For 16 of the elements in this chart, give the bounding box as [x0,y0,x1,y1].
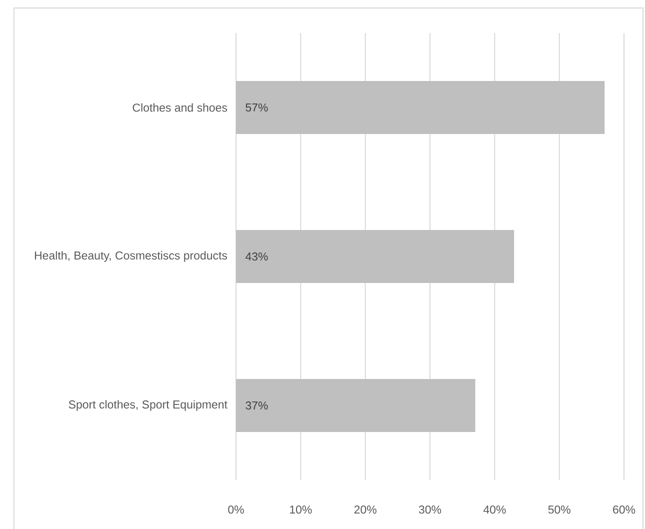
x-tick-label: 10% [290,506,312,514]
x-tick-label: 50% [548,506,570,514]
bar [236,378,476,432]
bar [236,80,605,134]
x-tick-label: 30% [418,506,442,514]
y-tick-label: Clothes and shoes [132,103,228,112]
x-tick-label: 60% [613,506,636,514]
x-tick-label: 0% [228,506,244,514]
bar [236,230,514,283]
x-tick-label: 40% [483,506,506,514]
data-label: 43% [245,252,268,261]
data-label: 37% [246,401,268,410]
y-tick-label: Health, Beauty, Cosmestiscs products [34,251,228,262]
y-tick-label: Sport clothes, Sport Equipment [68,400,228,411]
data-label: 57% [246,103,268,112]
x-tick-label: 20% [354,506,376,514]
